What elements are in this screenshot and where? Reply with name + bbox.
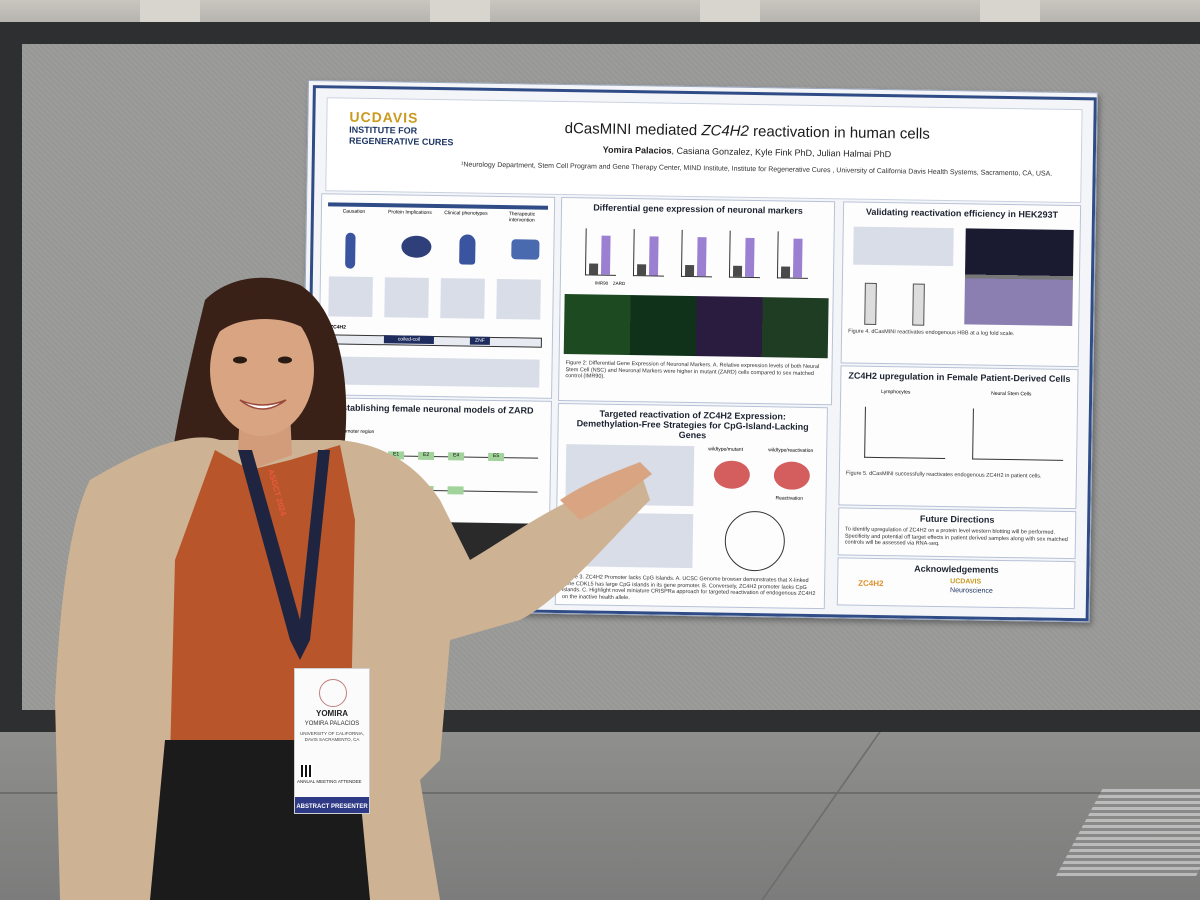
badge-full-name: YOMIRA PALACIOS <box>304 721 360 727</box>
badge-seal <box>319 679 347 707</box>
badge-ribbon: ABSTRACT PRESENTER <box>295 797 369 813</box>
badge-ribbon-text: ABSTRACT PRESENTER <box>296 804 368 810</box>
badge-role: ANNUAL MEETING ATTENDEE <box>297 779 362 784</box>
badge-qr-code <box>301 765 313 777</box>
badge-first-name: YOMIRA <box>316 709 348 718</box>
badge-institution: UNIVERSITY OF CALIFORNIA, DAVIS SACRAMEN… <box>300 731 364 742</box>
name-badge: YOMIRA YOMIRA PALACIOS UNIVERSITY OF CAL… <box>294 668 370 814</box>
